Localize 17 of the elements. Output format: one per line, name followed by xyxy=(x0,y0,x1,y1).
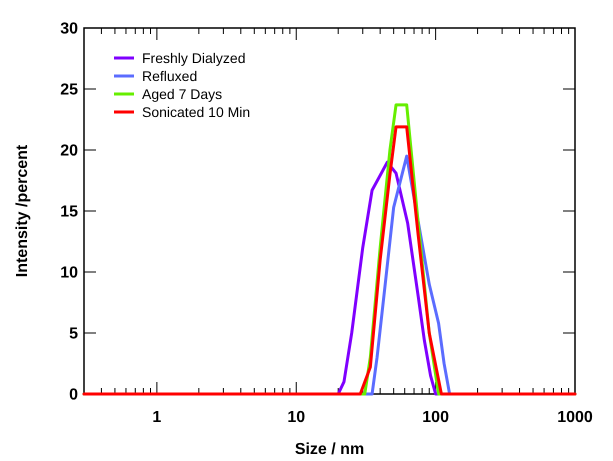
y-tick-label: 15 xyxy=(60,204,78,221)
x-tick-label: 1 xyxy=(152,409,162,426)
y-tick-label: 10 xyxy=(60,264,78,282)
y-tick-label: 30 xyxy=(60,20,78,38)
legend-label: Aged 7 Days xyxy=(142,86,222,102)
y-tick-label: 25 xyxy=(60,82,78,99)
y-tick-label: 5 xyxy=(69,326,78,343)
x-tick-label: 1000 xyxy=(557,409,593,426)
x-tick-label: 100 xyxy=(422,409,450,426)
x-tick-label: 10 xyxy=(287,409,306,426)
y-tick-label: 0 xyxy=(69,386,78,404)
legend-label: Freshly Dialyzed xyxy=(142,50,246,66)
y-axis-title: Intensity /percent xyxy=(14,144,31,278)
legend-label: Sonicated 10 Min xyxy=(142,104,250,120)
legend-label: Refluxed xyxy=(142,68,198,84)
x-axis-title: Size / nm xyxy=(294,441,364,458)
y-tick-label: 20 xyxy=(60,142,78,160)
